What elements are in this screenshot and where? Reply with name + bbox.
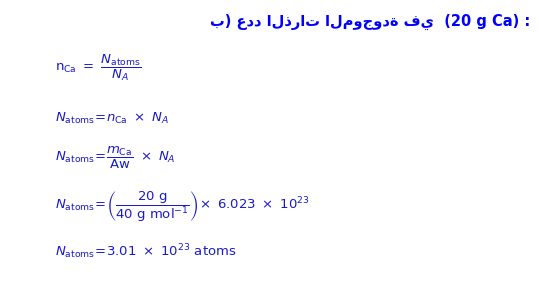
Text: $N_{\mathdefault{atoms}}\!=\!n_{\mathdefault{Ca}}\ \times\ N_A$: $N_{\mathdefault{atoms}}\!=\!n_{\mathdef… [55, 110, 169, 126]
Text: $N_{\mathdefault{atoms}}\!=\!\left(\dfrac{20\ \mathdefault{g}}{40\ \mathdefault{: $N_{\mathdefault{atoms}}\!=\!\left(\dfra… [55, 190, 310, 224]
Text: $\mathdefault{n}_{\mathdefault{Ca}}$ $=$ $\dfrac{N_{\mathdefault{atoms}}}{N_A}$: $\mathdefault{n}_{\mathdefault{Ca}}$ $=$… [55, 53, 142, 83]
Text: ب) عدد الذرات الموجودة في  (20 g Ca) :: ب) عدد الذرات الموجودة في (20 g Ca) : [210, 14, 530, 30]
Text: $N_{\mathdefault{atoms}}\!=\!\dfrac{m_{\mathdefault{Ca}}}{\mathdefault{Aw}}\ \ti: $N_{\mathdefault{atoms}}\!=\!\dfrac{m_{\… [55, 145, 176, 171]
Text: $N_{\mathdefault{atoms}}\!=\!3.01\ \times\ 10^{23}\ \mathdefault{atoms}$: $N_{\mathdefault{atoms}}\!=\!3.01\ \time… [55, 243, 237, 261]
